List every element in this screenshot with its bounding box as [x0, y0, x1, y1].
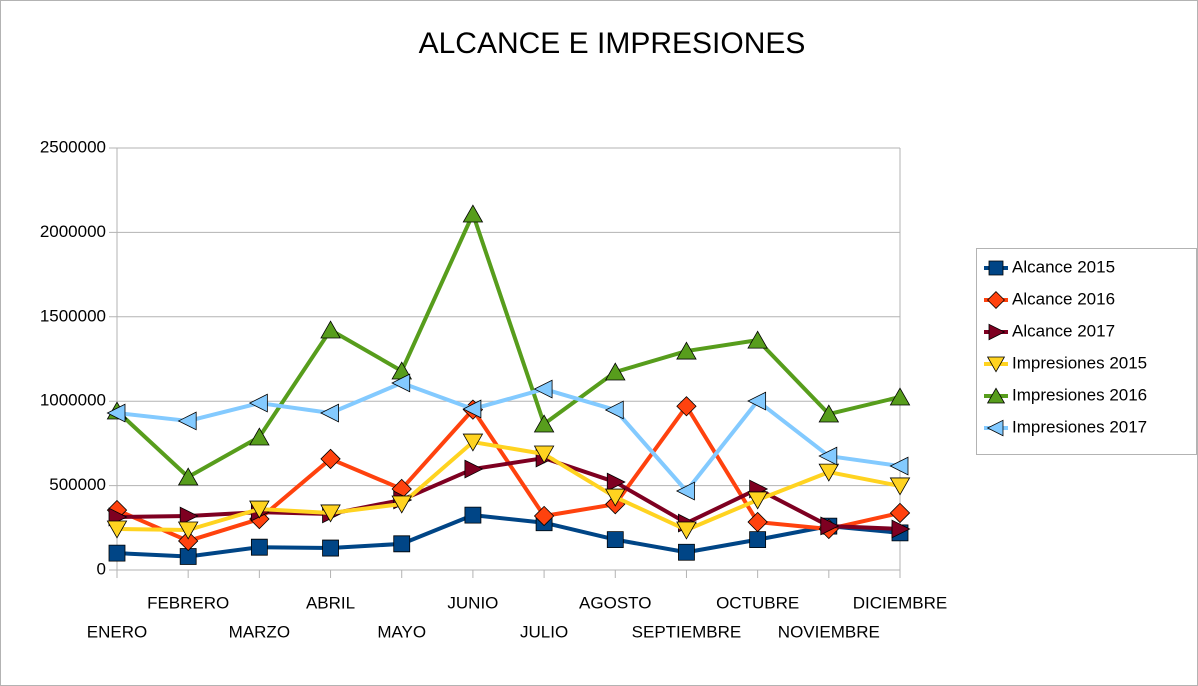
marker	[747, 491, 768, 510]
marker	[179, 548, 197, 565]
y-tick-label: 2500000	[40, 137, 106, 156]
marker	[818, 404, 840, 423]
legend-label: Alcance 2017	[1012, 321, 1115, 340]
marker	[393, 535, 411, 553]
marker	[533, 414, 555, 433]
marker	[889, 502, 911, 524]
marker	[320, 448, 341, 470]
marker	[108, 544, 126, 562]
legend-label: Impresiones 2017	[1012, 417, 1147, 436]
marker	[106, 520, 128, 539]
x-tick-label: MAYO	[377, 622, 426, 641]
marker	[747, 391, 767, 411]
series-line	[116, 380, 901, 494]
marker	[606, 472, 626, 492]
x-tick-label: JUNIO	[447, 593, 498, 612]
marker	[676, 521, 697, 540]
marker	[248, 393, 268, 413]
marker	[179, 506, 199, 526]
legend-marker	[986, 387, 1006, 404]
marker	[676, 396, 697, 417]
x-tick-label: SEPTIEMBRE	[632, 622, 742, 641]
legend-label: Alcance 2016	[1012, 289, 1115, 308]
marker	[249, 500, 270, 519]
marker	[676, 341, 697, 360]
legend-marker	[987, 291, 1005, 309]
series-line	[115, 212, 901, 479]
marker	[889, 456, 909, 476]
marker	[606, 531, 624, 549]
legend	[976, 248, 1197, 455]
marker	[462, 399, 482, 419]
legend-marker	[986, 356, 1006, 373]
marker	[604, 488, 626, 507]
x-tick-label: ENERO	[87, 622, 147, 641]
y-tick-label: 0	[97, 559, 106, 578]
marker	[462, 204, 484, 223]
marker	[675, 481, 695, 501]
marker	[749, 531, 767, 549]
marker	[891, 519, 911, 539]
x-tick-label: FEBRERO	[147, 593, 229, 612]
marker	[177, 411, 197, 431]
legend-marker	[986, 419, 1004, 437]
series-line	[116, 440, 901, 532]
x-tick-label: OCTUBRE	[716, 593, 799, 612]
marker	[178, 530, 199, 552]
chart-title: ALCANCE E IMPRESIONES	[419, 27, 806, 60]
marker	[889, 387, 911, 406]
marker	[533, 445, 555, 464]
marker	[818, 446, 838, 466]
legend-marker	[988, 260, 1004, 276]
marker	[533, 505, 555, 527]
marker	[462, 433, 484, 452]
marker	[250, 538, 268, 556]
marker	[747, 511, 768, 533]
x-tick-label: AGOSTO	[579, 593, 651, 612]
y-tick-label: 1500000	[40, 306, 106, 325]
marker	[177, 467, 199, 486]
marker	[818, 463, 840, 482]
marker	[391, 495, 413, 514]
marker	[820, 516, 840, 536]
series-line	[116, 513, 901, 559]
x-tick-label: ABRIL	[306, 593, 355, 612]
legend-marker	[988, 323, 1006, 341]
marker	[604, 362, 626, 381]
marker	[464, 459, 484, 479]
y-tick-label: 2000000	[40, 222, 106, 241]
legend-label: Alcance 2015	[1012, 257, 1115, 276]
marker	[249, 427, 270, 446]
marker	[322, 539, 339, 557]
marker	[678, 543, 695, 561]
marker	[320, 403, 339, 423]
y-tick-label: 500000	[49, 475, 106, 494]
marker	[320, 320, 341, 339]
x-tick-label: DICIEMBRE	[853, 593, 947, 612]
marker	[889, 477, 911, 496]
marker	[533, 379, 553, 399]
marker	[320, 504, 341, 523]
marker	[391, 373, 411, 393]
marker	[747, 330, 768, 349]
marker	[604, 400, 624, 420]
x-tick-label: MARZO	[229, 622, 290, 641]
legend-label: Impresiones 2015	[1012, 353, 1147, 372]
x-tick-label: JULIO	[520, 622, 568, 641]
y-tick-label: 1000000	[40, 391, 106, 410]
marker	[106, 403, 126, 423]
legend-label: Impresiones 2016	[1012, 385, 1147, 404]
marker	[177, 521, 199, 540]
x-tick-label: NOVIEMBRE	[778, 622, 880, 641]
marker	[464, 506, 482, 524]
